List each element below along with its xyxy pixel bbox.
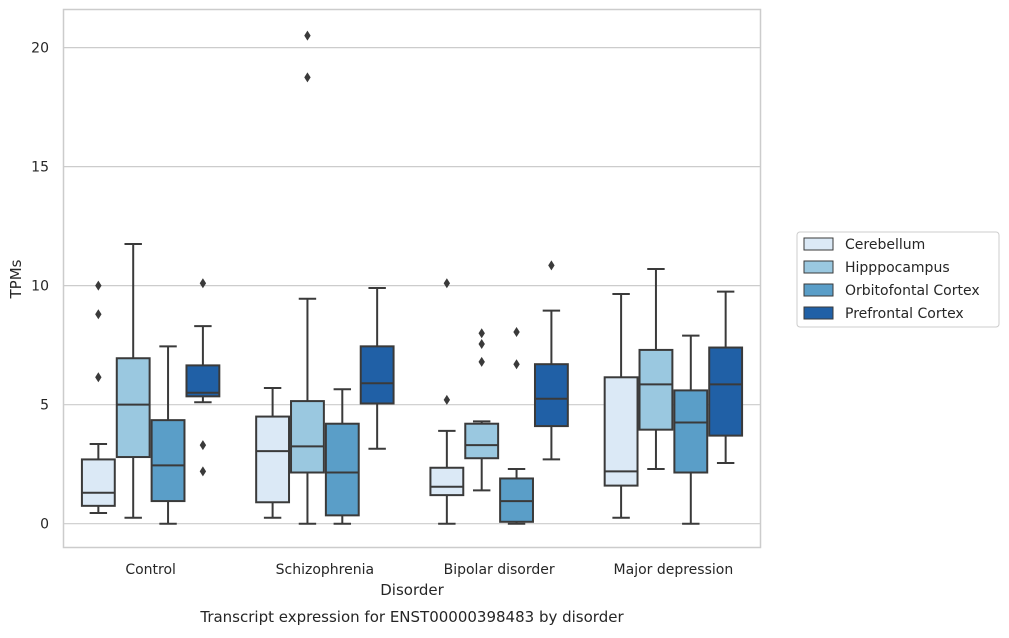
- legend-swatch-hippocampus: [803, 260, 834, 274]
- box-group: [499, 327, 534, 525]
- y-tick-label: 20: [31, 41, 49, 57]
- legend-swatch-cerebellum: [803, 237, 834, 251]
- box-group: [673, 334, 709, 525]
- box: [673, 389, 709, 474]
- outlier-point: [478, 328, 485, 339]
- legend-swatch-prefrontal: [803, 306, 834, 320]
- outlier-point: [548, 260, 555, 271]
- box-group: [429, 278, 465, 525]
- outlier-point: [513, 327, 520, 338]
- outlier-point: [478, 338, 485, 349]
- box-group: [603, 292, 639, 519]
- box: [638, 348, 674, 431]
- box-group: [290, 30, 325, 525]
- box: [185, 364, 221, 398]
- outlier-point: [199, 440, 207, 451]
- legend-label-prefrontal: Prefrontal Cortex: [845, 306, 964, 322]
- box: [533, 363, 569, 428]
- outlier-point: [95, 280, 102, 291]
- legend-label-orbitofrontal: Orbitofontal Cortex: [845, 283, 980, 299]
- y-tick-label: 5: [40, 398, 49, 414]
- box: [359, 345, 395, 405]
- chart-title: Transcript expression for ENST0000039848…: [199, 608, 624, 626]
- y-tick-labels: 0 5 10 15 20: [31, 41, 49, 533]
- box-group: [638, 267, 674, 470]
- outlier-point: [199, 466, 207, 477]
- box-group: [533, 260, 569, 461]
- box-group: [464, 328, 500, 492]
- x-axis-label: Disorder: [380, 581, 444, 599]
- box: [290, 400, 325, 474]
- box: [464, 422, 500, 460]
- box-group: [185, 278, 221, 477]
- box-group: [708, 290, 744, 464]
- legend: Cerebellum Hipppocampus Orbitofontal Cor…: [796, 231, 1000, 328]
- box-group: [255, 387, 291, 519]
- x-tick-label: Bipolar disorder: [444, 562, 555, 578]
- box: [150, 419, 186, 503]
- x-tick-label: Major depression: [614, 562, 734, 578]
- x-tick-label: Schizophrenia: [276, 562, 374, 578]
- legend-label-cerebellum: Cerebellum: [845, 237, 925, 253]
- outlier-point: [95, 372, 102, 383]
- plot-frame: [62, 8, 762, 549]
- box-layer: [80, 30, 744, 525]
- outlier-point: [95, 309, 102, 320]
- box: [80, 458, 116, 507]
- box-group: [359, 287, 395, 450]
- y-tick-label: 0: [40, 517, 49, 533]
- box-group: [80, 280, 116, 514]
- x-tick-labels: Control Schizophrenia Bipolar disorder Majo…: [125, 562, 733, 578]
- y-tick-label: 10: [31, 279, 49, 295]
- outlier-point: [478, 356, 485, 367]
- x-tick-label: Control: [125, 562, 176, 578]
- box-group: [150, 345, 186, 525]
- box: [324, 422, 360, 517]
- box: [115, 357, 151, 459]
- outlier-point: [443, 394, 451, 405]
- box: [603, 376, 639, 487]
- outlier-point: [443, 278, 451, 289]
- box-group: [115, 242, 151, 519]
- outlier-point: [199, 278, 207, 289]
- outlier-point: [304, 30, 311, 41]
- box: [255, 415, 291, 504]
- outlier-point: [304, 72, 311, 83]
- legend-swatch-orbitofrontal: [803, 283, 834, 297]
- box: [429, 466, 465, 497]
- outlier-point: [513, 359, 520, 370]
- y-tick-label: 15: [31, 160, 49, 176]
- box-group: [324, 388, 360, 525]
- legend-frame: [796, 231, 1000, 328]
- box: [708, 346, 744, 437]
- legend-label-hippocampus: Hipppocampus: [845, 260, 950, 276]
- y-axis-label: TPMs: [7, 259, 25, 299]
